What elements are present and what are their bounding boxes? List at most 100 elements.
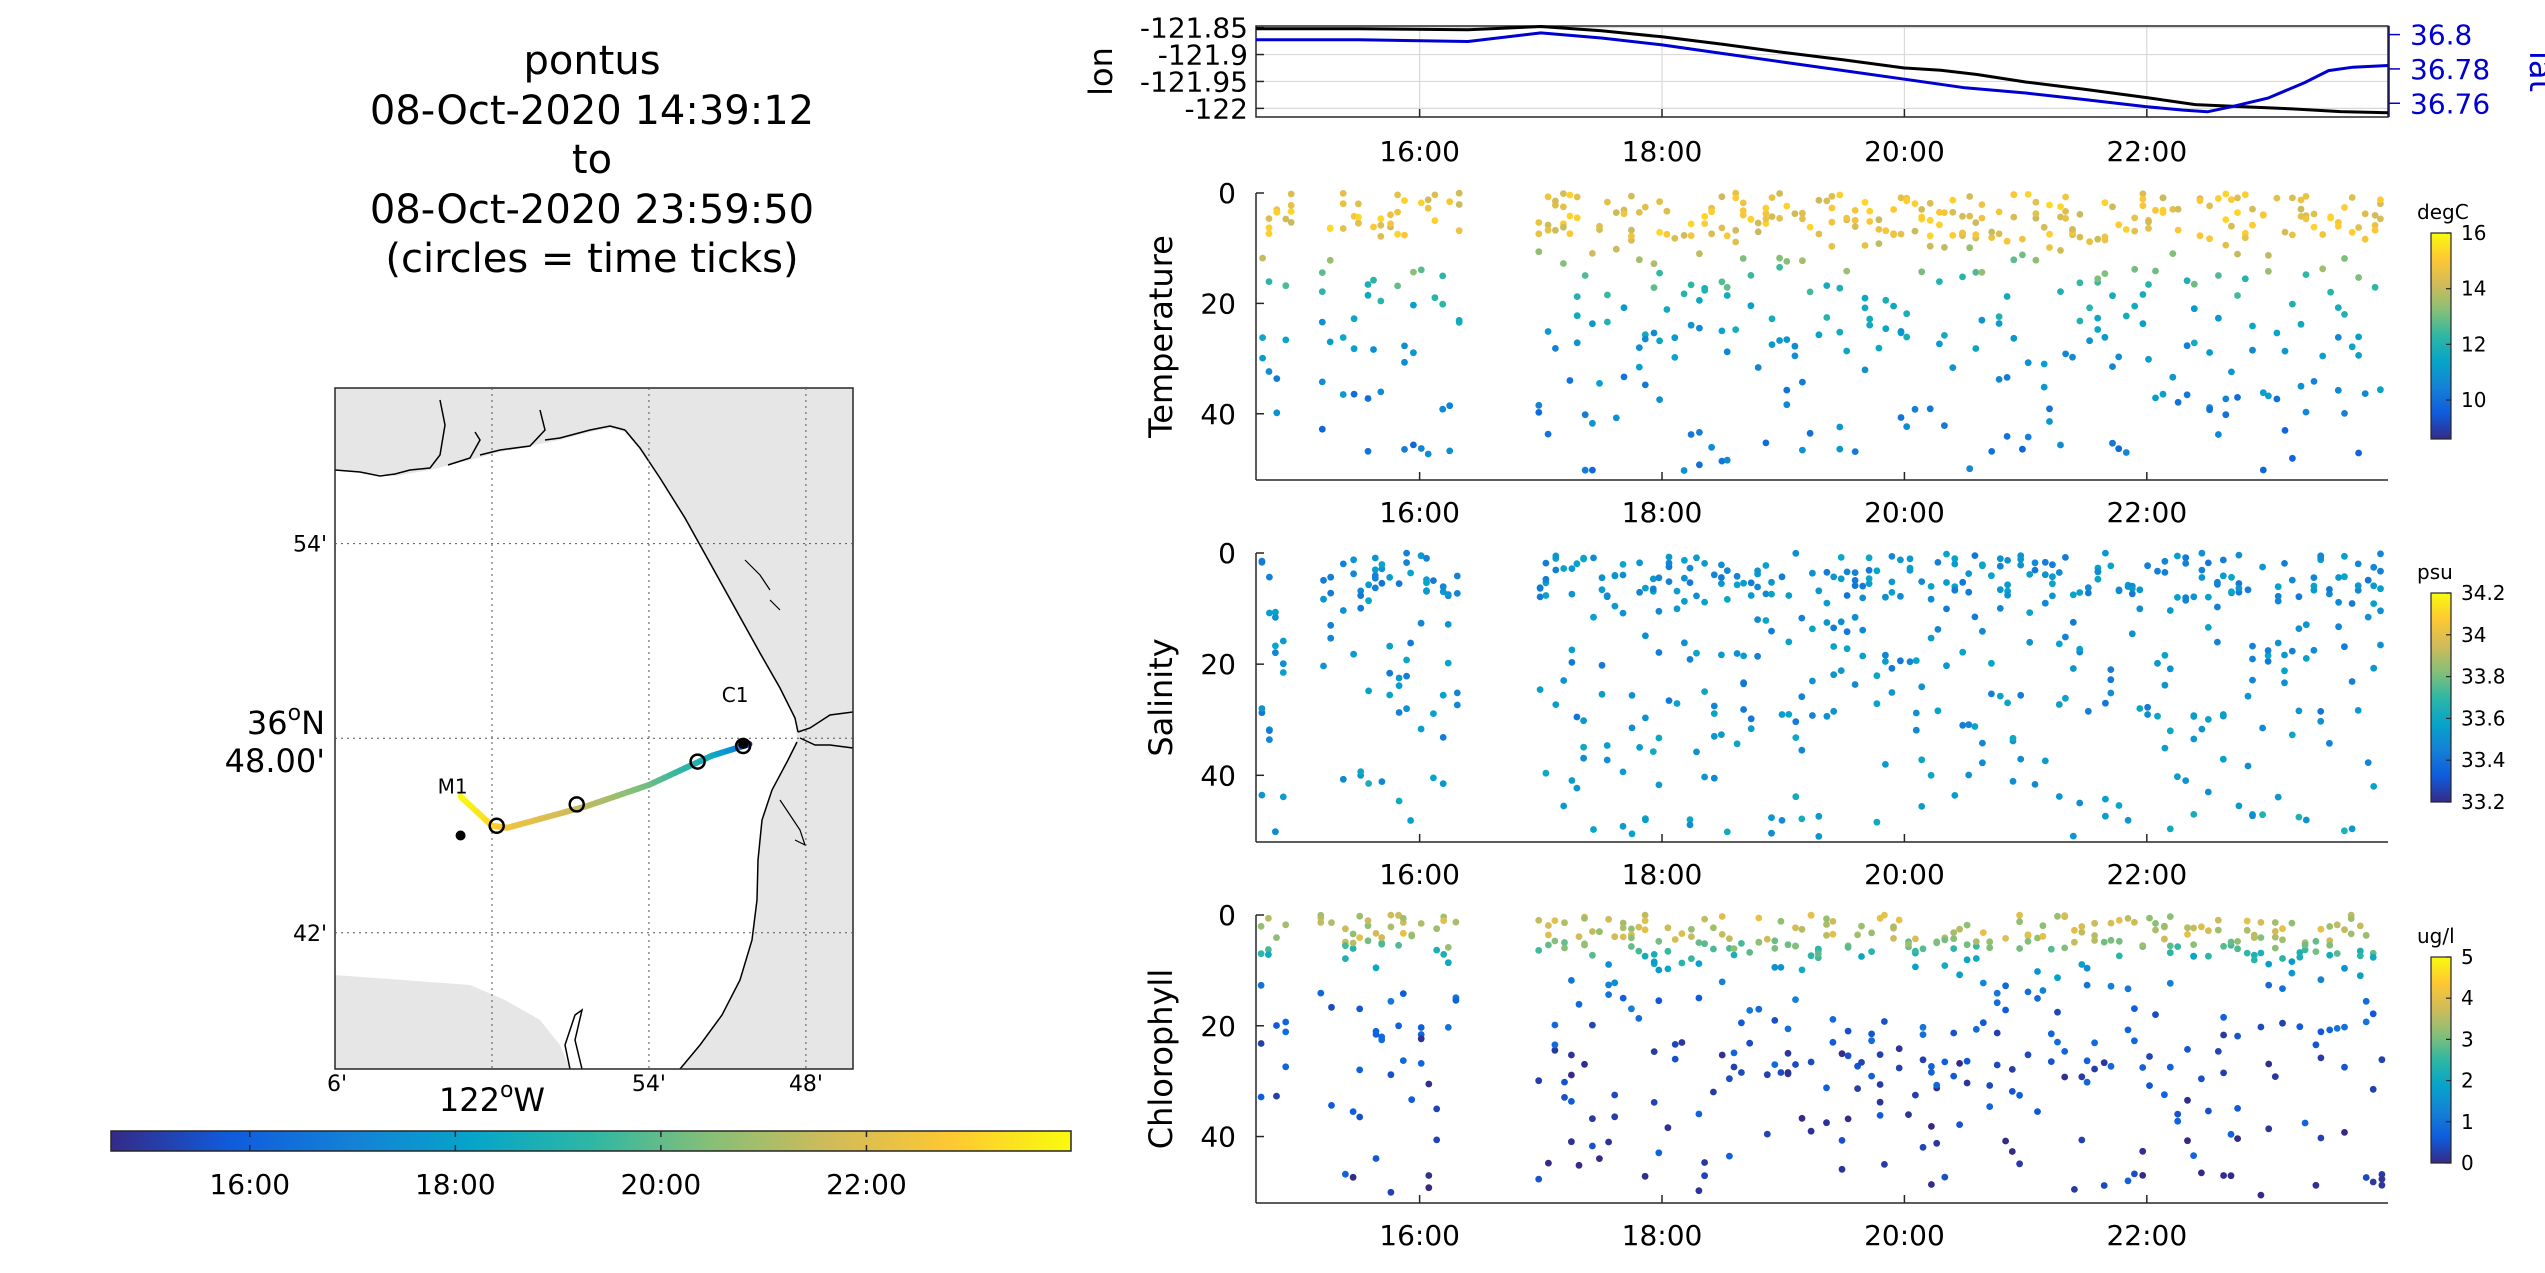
- chlorophyll-data-point: [1589, 928, 1596, 935]
- salinity-data-point: [2026, 571, 2034, 578]
- temperature-data-point: [2190, 305, 2198, 313]
- salinity-data-point: [2049, 592, 2056, 600]
- temperature-data-point: [2024, 359, 2032, 367]
- chlorophyll-data-point: [2234, 938, 2242, 945]
- temperature-data-point: [2215, 431, 2222, 438]
- chlorophyll-data-point: [2356, 952, 2364, 960]
- salinity-data-point: [2031, 559, 2039, 567]
- salinity-data-point: [2274, 583, 2282, 591]
- salinity-data-point: [1979, 562, 1986, 570]
- temperature-data-point: [2057, 203, 2064, 211]
- temperature-data-point: [1949, 364, 1957, 371]
- chlorophyll-data-point: [2279, 985, 2286, 992]
- salinity-data-point: [1979, 627, 1986, 635]
- chlorophyll-data-point: [1257, 1040, 1265, 1047]
- chlorophyll-data-point: [1695, 994, 1703, 1002]
- map-grid: [335, 388, 853, 1069]
- temperature-data-point: [1768, 315, 1776, 323]
- temperature-data-point: [1995, 230, 2003, 238]
- temperature-data-point: [1936, 221, 1943, 229]
- chlorophyll-data-point: [2024, 988, 2032, 996]
- salinity-data-point: [1542, 769, 1550, 777]
- chlorophyll-data-point: [1777, 917, 1785, 925]
- chlorophyll-data-point: [1798, 966, 1806, 974]
- temperature-data-point: [2334, 386, 2342, 394]
- salinity-data-point: [2144, 562, 2152, 570]
- temperature-data-point: [1573, 193, 1581, 201]
- chlorophyll-data-point: [2107, 982, 2115, 990]
- temperature-data-point: [2003, 433, 2011, 440]
- chlorophyll-data-point: [1551, 917, 1559, 924]
- salinity-data-point: [1785, 711, 1793, 718]
- chlorophyll-data-point: [1452, 918, 1460, 926]
- chlorophyll-data-point: [1746, 949, 1754, 956]
- chlorophyll-data-point: [2198, 923, 2205, 931]
- salinity-data-point: [1912, 709, 1920, 717]
- temperature-data-point: [1995, 376, 2003, 383]
- chlorophyll-data-point: [1941, 962, 1949, 969]
- chlorophyll-data-point: [1972, 938, 1980, 945]
- temperature-data-point: [1959, 229, 1966, 237]
- salinity-data-point: [1568, 777, 1576, 784]
- salinity-data-point: [2094, 568, 2102, 576]
- salinity-data-point: [1823, 568, 1831, 576]
- salinity-data-point: [1843, 645, 1851, 653]
- salinity-data-point: [2161, 569, 2169, 576]
- chlorophyll-data-point: [2243, 917, 2251, 925]
- chlorophyll-data-point: [1641, 917, 1649, 925]
- title-line-2: 08-Oct-2020 14:39:12: [370, 88, 814, 134]
- temperature-data-point: [1754, 219, 1762, 227]
- temperature-data-point: [1783, 258, 1791, 265]
- salinity-data-point: [2228, 588, 2235, 596]
- salinity-data-point: [1768, 814, 1775, 821]
- salinity-data-point: [1386, 669, 1394, 677]
- temperature-data-point: [1828, 192, 1836, 200]
- temperature-data-point: [1581, 411, 1589, 419]
- chlorophyll-data-point: [2301, 946, 2309, 954]
- salinity-data-point: [2026, 609, 2034, 616]
- chlorophyll-data-point: [2054, 974, 2061, 982]
- salinity-data-point: [2354, 582, 2362, 590]
- salinity-data-point: [1882, 658, 1889, 665]
- temperature-data-point: [1861, 242, 1869, 249]
- salinity-data-point: [1809, 569, 1816, 577]
- chlorophyll-data-point: [1771, 1017, 1779, 1024]
- chlorophyll-data-point: [2100, 1059, 2108, 1067]
- chlorophyll-data-point: [2107, 1062, 2115, 1070]
- temperature-data-point: [2169, 373, 2177, 381]
- salinity-data-point: [1603, 593, 1611, 601]
- temperature-data-point: [1882, 325, 1890, 333]
- chlorophyll-data-point: [1399, 1057, 1407, 1064]
- chlorophyll-data-point: [1710, 924, 1717, 932]
- temperature-data-point: [1718, 193, 1726, 201]
- chlorophyll-data-point: [2362, 932, 2370, 939]
- salinity-data-point: [2377, 550, 2384, 558]
- salinity-data-point: [2274, 597, 2282, 605]
- chlorophyll-data-point: [2016, 1160, 2023, 1168]
- salinity-y-tick-label: 20: [1200, 648, 1236, 681]
- salinity-data-point: [1792, 718, 1800, 726]
- temperature-data-point: [2094, 235, 2102, 243]
- temperature-data-point: [1355, 219, 1362, 227]
- salinity-data-point: [2281, 679, 2288, 687]
- salinity-data-point: [2302, 816, 2310, 824]
- temperature-data-point: [1544, 221, 1552, 229]
- chlorophyll-data-point: [1257, 922, 1265, 930]
- salinity-data-point: [2317, 552, 2325, 560]
- salinity-data-point: [1979, 759, 1986, 767]
- temperature-data-point: [2145, 281, 2152, 288]
- temperature-data-point: [1535, 230, 1543, 238]
- temperature-data-point: [1612, 245, 1620, 253]
- chlorophyll-data-point: [2257, 1023, 2265, 1031]
- temperature-data-point: [2139, 202, 2147, 210]
- map-time-tick-circle: [689, 753, 706, 770]
- salinity-data-point: [1395, 797, 1403, 805]
- temperature-data-point: [1776, 254, 1783, 262]
- chlorophyll-data-point: [2034, 995, 2041, 1002]
- salinity-data-point: [2295, 707, 2303, 715]
- chlorophyll-data-point: [1829, 918, 1837, 925]
- temperature-data-point: [2032, 210, 2040, 218]
- salinity-data-point: [1568, 646, 1576, 654]
- salinity-data-point: [1959, 648, 1967, 656]
- temperature-data-point: [2040, 223, 2048, 231]
